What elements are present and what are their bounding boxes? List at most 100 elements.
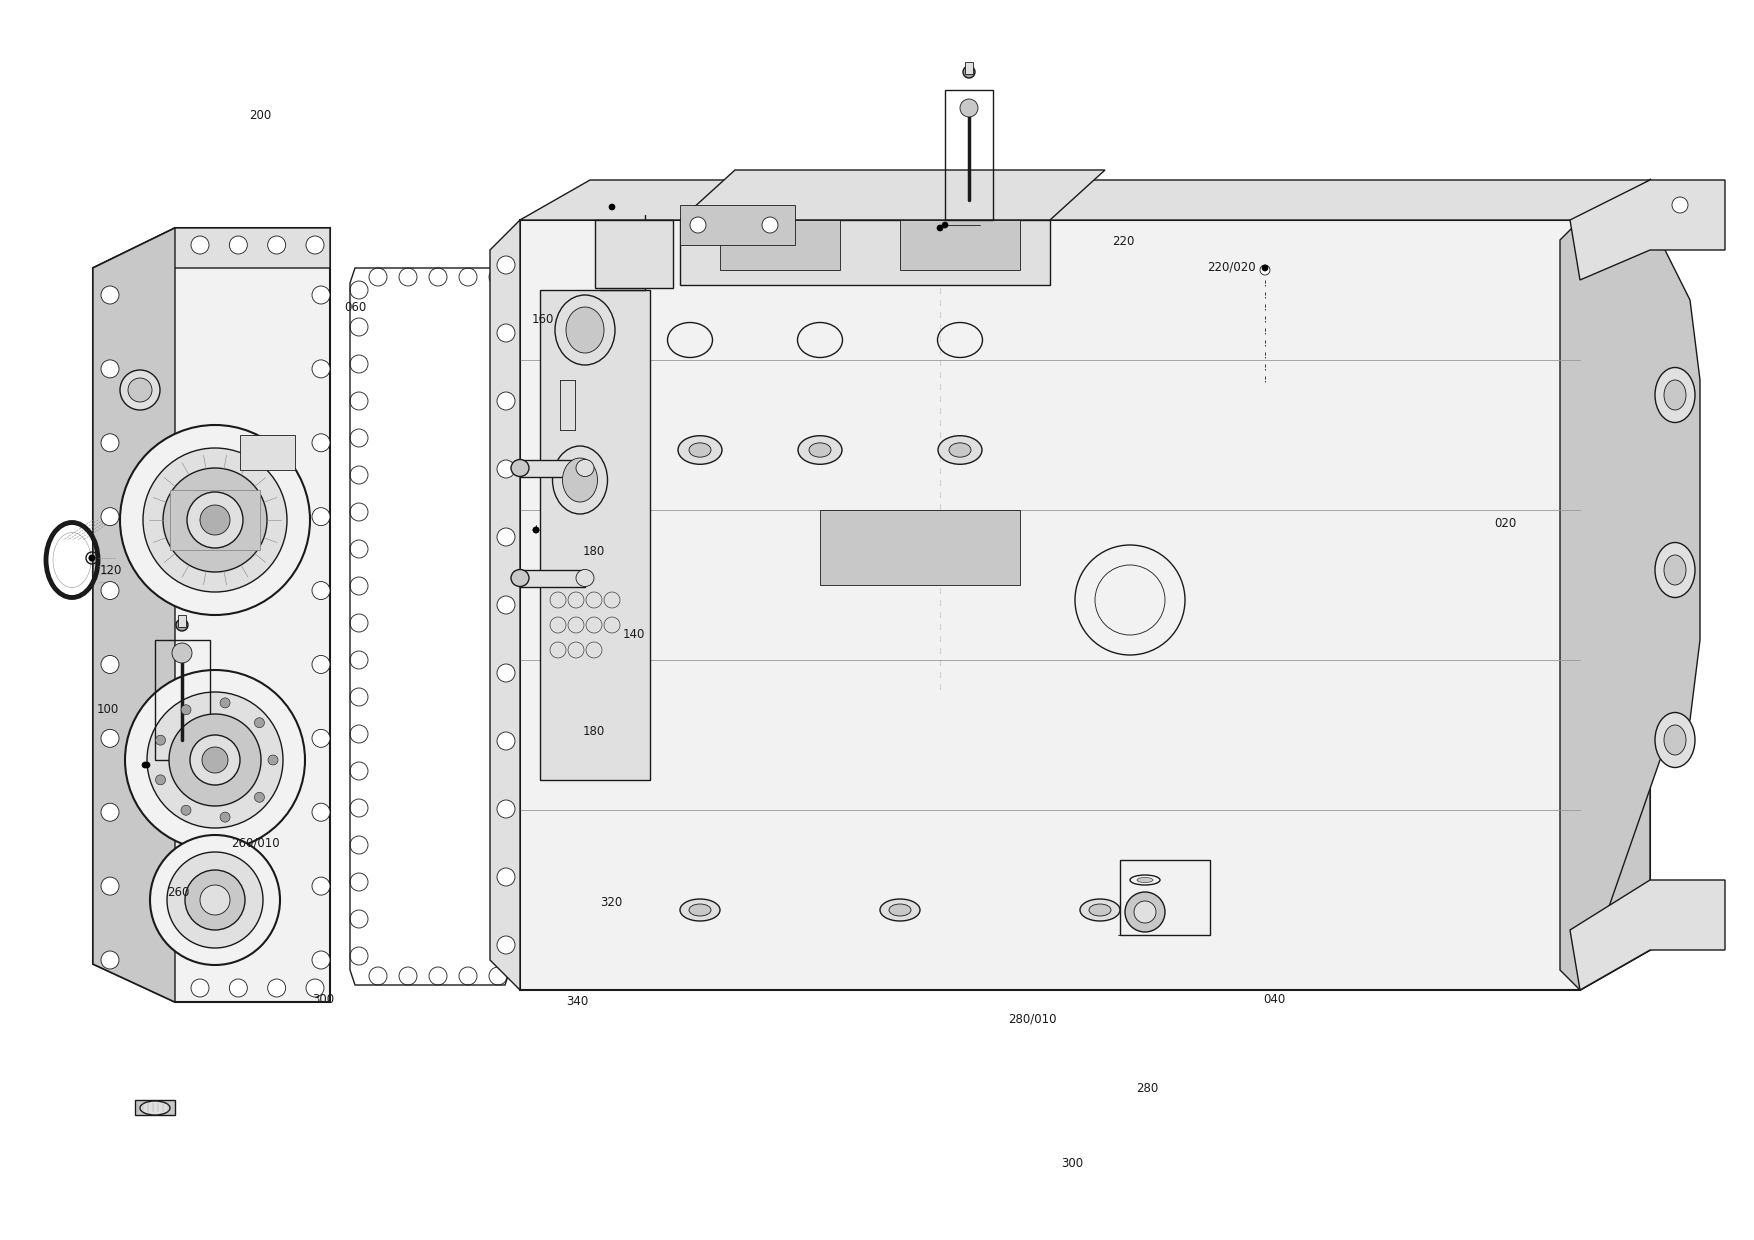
Circle shape (496, 868, 516, 887)
Text: 060: 060 (344, 301, 367, 314)
Ellipse shape (1665, 379, 1686, 410)
Circle shape (102, 729, 119, 748)
Text: 280/010: 280/010 (1009, 1013, 1058, 1025)
Ellipse shape (938, 435, 982, 464)
Circle shape (125, 670, 305, 849)
Circle shape (184, 870, 246, 930)
Polygon shape (1580, 180, 1651, 990)
Ellipse shape (1656, 367, 1694, 423)
Ellipse shape (140, 1101, 170, 1115)
Ellipse shape (1137, 878, 1152, 883)
Circle shape (942, 222, 947, 228)
Circle shape (172, 644, 191, 663)
Circle shape (144, 448, 288, 591)
Circle shape (1261, 265, 1268, 272)
Circle shape (1135, 901, 1156, 923)
Circle shape (181, 704, 191, 714)
Circle shape (496, 528, 516, 546)
Text: 300: 300 (312, 993, 335, 1006)
Circle shape (1672, 197, 1687, 213)
Circle shape (167, 852, 263, 949)
Circle shape (175, 619, 188, 631)
Circle shape (200, 885, 230, 915)
Bar (945, 91, 993, 219)
Circle shape (496, 392, 516, 410)
Ellipse shape (553, 446, 607, 515)
Text: 180: 180 (582, 546, 605, 558)
Circle shape (102, 507, 119, 526)
Circle shape (102, 286, 119, 304)
Ellipse shape (554, 295, 616, 365)
Bar (540, 290, 651, 780)
Circle shape (937, 224, 944, 231)
Circle shape (496, 800, 516, 818)
Circle shape (609, 205, 616, 210)
Circle shape (959, 99, 979, 117)
Text: 160: 160 (531, 314, 554, 326)
Circle shape (312, 729, 330, 748)
Bar (821, 510, 1021, 585)
Text: 280: 280 (1137, 1083, 1159, 1095)
Circle shape (312, 951, 330, 968)
Text: 120: 120 (100, 564, 123, 577)
Circle shape (156, 735, 165, 745)
Circle shape (102, 951, 119, 968)
Ellipse shape (889, 904, 910, 916)
Ellipse shape (575, 460, 595, 476)
Ellipse shape (575, 569, 595, 587)
Text: 180: 180 (582, 725, 605, 738)
Circle shape (1124, 892, 1165, 932)
Polygon shape (93, 228, 330, 268)
Circle shape (496, 936, 516, 954)
Ellipse shape (563, 458, 598, 502)
Ellipse shape (1080, 899, 1121, 921)
Circle shape (219, 698, 230, 708)
Circle shape (312, 656, 330, 673)
Circle shape (496, 663, 516, 682)
Bar (965, 62, 973, 74)
Ellipse shape (681, 899, 719, 921)
Ellipse shape (1656, 713, 1694, 768)
Circle shape (312, 582, 330, 600)
Circle shape (496, 460, 516, 477)
Circle shape (305, 236, 324, 254)
Ellipse shape (798, 435, 842, 464)
Circle shape (102, 877, 119, 895)
Text: 300: 300 (1061, 1157, 1084, 1169)
Circle shape (1259, 265, 1270, 275)
Ellipse shape (1665, 725, 1686, 755)
Ellipse shape (1665, 556, 1686, 585)
Circle shape (147, 692, 282, 828)
Circle shape (188, 492, 244, 548)
Text: 020: 020 (1494, 517, 1517, 529)
Polygon shape (93, 228, 175, 1002)
Circle shape (963, 66, 975, 78)
Ellipse shape (567, 308, 603, 353)
Bar (1121, 861, 1210, 935)
Circle shape (312, 286, 330, 304)
Circle shape (533, 527, 538, 533)
Circle shape (268, 236, 286, 254)
Bar (719, 219, 840, 270)
Text: 260: 260 (167, 887, 189, 899)
Circle shape (89, 556, 95, 560)
Polygon shape (681, 170, 1105, 219)
Bar (681, 205, 795, 246)
Circle shape (156, 775, 165, 785)
Polygon shape (1570, 880, 1724, 990)
Text: 200: 200 (249, 109, 272, 122)
Ellipse shape (949, 443, 972, 458)
Text: 220: 220 (1112, 236, 1135, 248)
Polygon shape (519, 180, 1651, 990)
Polygon shape (1559, 219, 1700, 990)
Ellipse shape (510, 460, 530, 476)
Circle shape (168, 714, 261, 806)
Circle shape (119, 370, 160, 410)
Circle shape (496, 596, 516, 614)
Circle shape (189, 735, 240, 785)
Circle shape (312, 877, 330, 895)
Circle shape (191, 236, 209, 254)
Circle shape (496, 324, 516, 342)
Bar (595, 219, 674, 288)
Ellipse shape (1089, 904, 1110, 916)
